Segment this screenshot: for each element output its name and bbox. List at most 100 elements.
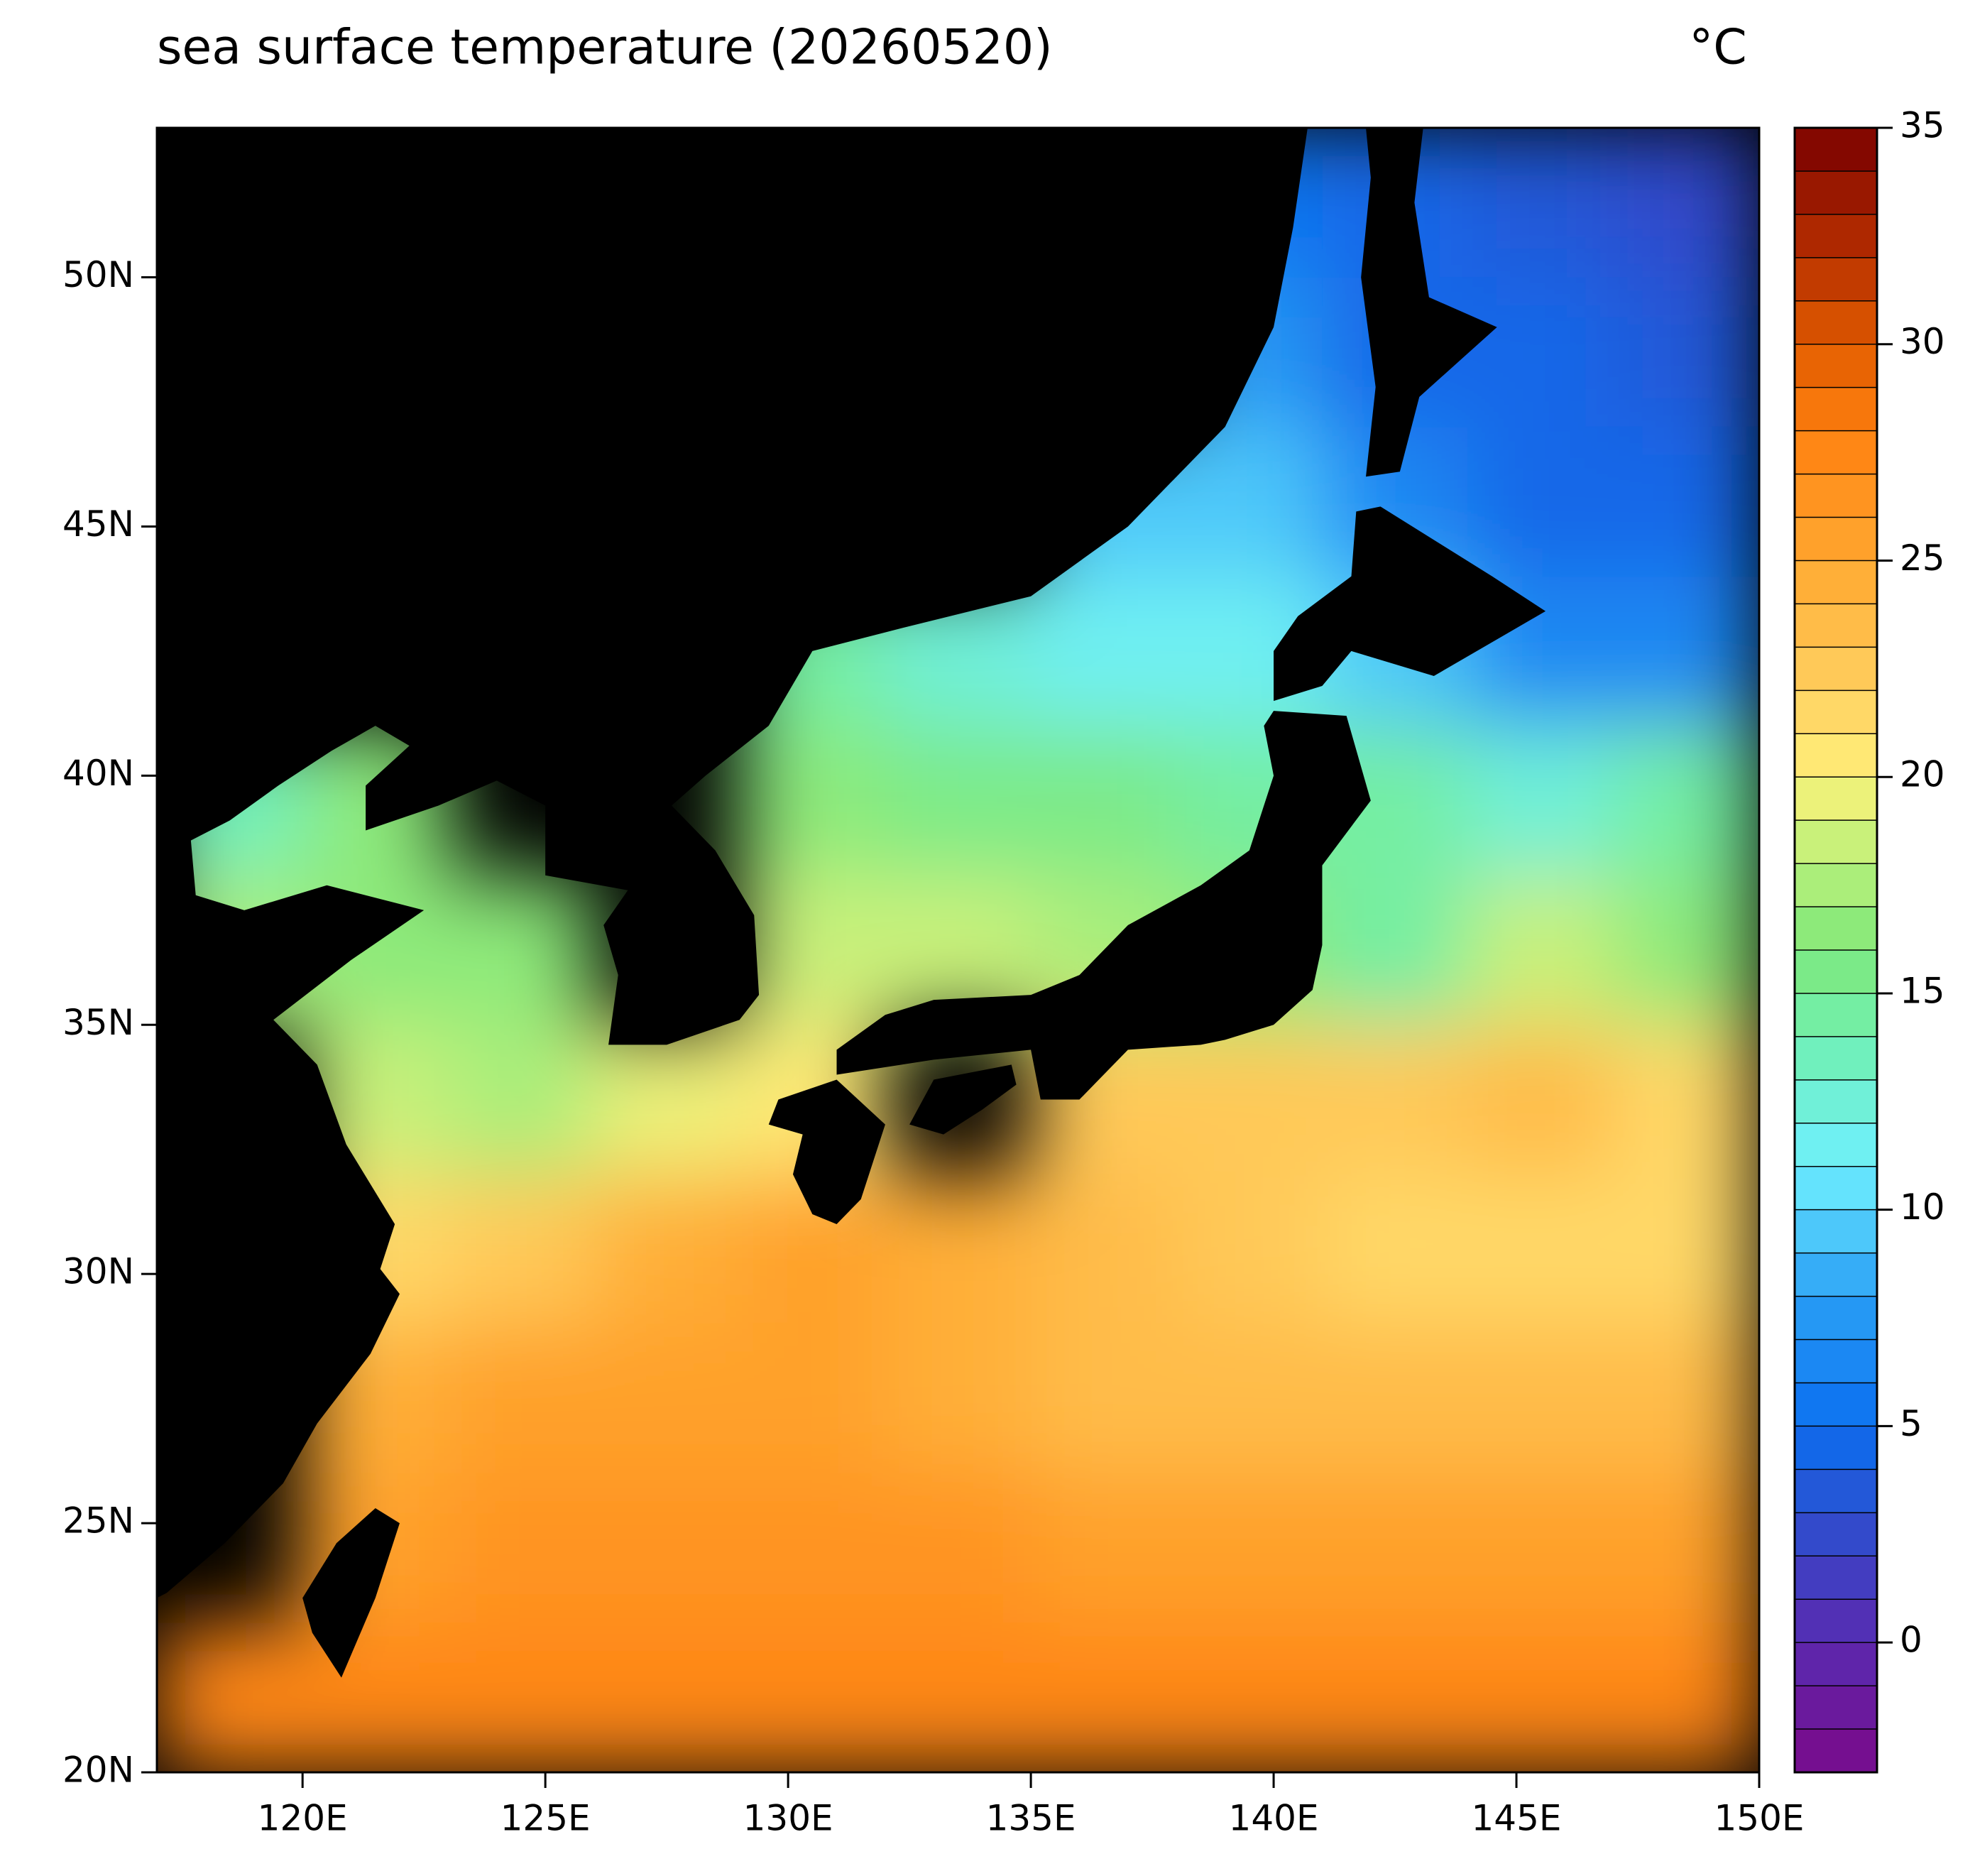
sst-cell <box>739 875 886 1026</box>
sst-cell <box>1613 1623 1759 1772</box>
sst-cell <box>1176 1174 1323 1325</box>
x-tick-label: 125E <box>500 1798 591 1839</box>
colorbar-tick-label: 20 <box>1900 754 1945 795</box>
sst-cell <box>448 875 595 1026</box>
sst-cell <box>1176 1324 1323 1474</box>
sst-cell <box>885 1623 1032 1772</box>
colorbar-level <box>1795 387 1877 431</box>
sst-cell <box>1176 427 1323 577</box>
sst-cell <box>593 1174 740 1325</box>
colorbar-level <box>1795 1079 1877 1123</box>
sst-cell <box>448 1025 595 1175</box>
sst-cell <box>1031 726 1178 876</box>
sst-cell <box>448 1623 595 1772</box>
sst-cell <box>1613 726 1759 876</box>
colorbar-level <box>1795 1383 1877 1427</box>
sst-cell <box>157 1623 304 1772</box>
colorbar-level <box>1795 1642 1877 1686</box>
colorbar-level <box>1795 170 1877 214</box>
y-tick-label: 50N <box>62 254 134 295</box>
colorbar-level <box>1795 1339 1877 1383</box>
colorbar-level <box>1795 1209 1877 1253</box>
sst-field-clip <box>157 128 1759 1772</box>
sst-cell <box>1031 1623 1178 1772</box>
colorbar-level <box>1795 734 1877 778</box>
sst-cell <box>885 1324 1032 1474</box>
chart-title: sea surface temperature (20260520) <box>157 20 1053 76</box>
land-hokkaido <box>1274 506 1546 702</box>
sst-cell <box>1322 875 1469 1026</box>
sst-cell <box>1613 1025 1759 1175</box>
sst-cell <box>1176 1473 1323 1624</box>
sst-cell <box>1031 1473 1178 1624</box>
colorbar-level <box>1795 517 1877 561</box>
sst-cell <box>448 1174 595 1325</box>
colorbar-tick-label: 25 <box>1900 538 1945 579</box>
colorbar-level <box>1795 1036 1877 1080</box>
colorbar-level <box>1795 950 1877 993</box>
colorbar-level <box>1795 128 1877 171</box>
colorbar-level <box>1795 474 1877 518</box>
sst-cell <box>885 1473 1032 1624</box>
land-shikoku <box>909 1064 1017 1135</box>
colorbar-level <box>1795 257 1877 301</box>
sst-cell <box>1031 576 1178 727</box>
sst-cell <box>1467 277 1614 428</box>
sst-cell <box>593 1324 740 1474</box>
colorbar-tick-label: 15 <box>1900 970 1945 1011</box>
y-tick-label: 20N <box>62 1750 134 1791</box>
sst-cell <box>885 1174 1032 1325</box>
sst-cell <box>1467 427 1614 577</box>
sst-cell <box>1031 1174 1178 1325</box>
sst-cell <box>1031 1324 1178 1474</box>
land-taiwan <box>302 1508 400 1678</box>
colorbar-level <box>1795 604 1877 648</box>
x-tick-label: 120E <box>258 1798 348 1839</box>
x-tick-label: 145E <box>1472 1798 1562 1839</box>
colorbar-level <box>1795 993 1877 1037</box>
land <box>157 128 1546 1678</box>
sst-cell <box>739 1473 886 1624</box>
sst-cell <box>739 726 886 876</box>
sst-cell <box>1467 1623 1614 1772</box>
colorbar-level <box>1795 907 1877 950</box>
colorbar-level <box>1795 777 1877 821</box>
colorbar-level <box>1795 214 1877 258</box>
colorbar-tick-label: 0 <box>1900 1620 1922 1661</box>
sst-cell <box>1176 1623 1323 1772</box>
sst-cell <box>1467 1174 1614 1325</box>
land-honshu <box>836 711 1371 1100</box>
colorbar-level <box>1795 1469 1877 1513</box>
sst-cell <box>1322 1623 1469 1772</box>
sst-cell <box>1613 875 1759 1026</box>
y-tick-label: 45N <box>62 503 134 545</box>
y-tick-label: 40N <box>62 753 134 794</box>
x-tick-label: 140E <box>1229 1798 1319 1839</box>
sst-cell <box>593 1473 740 1624</box>
sst-cell <box>1613 128 1759 278</box>
colorbar-level <box>1795 1512 1877 1556</box>
colorbar-frame <box>1793 126 1878 1774</box>
sst-cell <box>739 1623 886 1772</box>
sst-cell <box>1613 1324 1759 1474</box>
sst-cell <box>448 1473 595 1624</box>
colorbar-level <box>1795 863 1877 907</box>
colorbar-level <box>1795 690 1877 734</box>
colorbar-level <box>1795 1296 1877 1340</box>
map-frame <box>155 126 1761 1774</box>
colorbar-level <box>1795 820 1877 864</box>
x-tick-label: 135E <box>986 1798 1076 1839</box>
colorbar-level <box>1795 1729 1877 1772</box>
sst-cell <box>1613 576 1759 727</box>
sst-cell <box>1322 1473 1469 1624</box>
sst-cell <box>1467 1324 1614 1474</box>
land-kyushu <box>768 1079 885 1224</box>
colorbar-tick-label: 35 <box>1900 105 1945 146</box>
sst-cell <box>593 1623 740 1772</box>
colorbar-level <box>1795 1556 1877 1600</box>
colorbar-tick-label: 5 <box>1900 1403 1922 1444</box>
y-tick-label: 25N <box>62 1500 134 1542</box>
colorbar-tick-label: 10 <box>1900 1187 1945 1228</box>
colorbar-level <box>1795 1166 1877 1210</box>
